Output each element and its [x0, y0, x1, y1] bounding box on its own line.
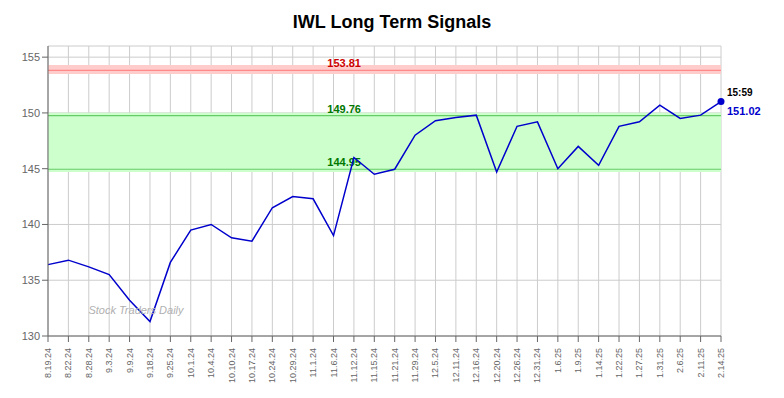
svg-text:9.3.24: 9.3.24	[104, 348, 114, 373]
svg-text:12.31.24: 12.31.24	[532, 348, 542, 383]
svg-text:1.31.25: 1.31.25	[655, 348, 665, 378]
svg-text:9.25.24: 9.25.24	[165, 348, 175, 378]
svg-text:12.11.24: 12.11.24	[451, 348, 461, 382]
svg-text:153.81: 153.81	[327, 57, 361, 69]
svg-text:15:59: 15:59	[727, 87, 753, 98]
svg-text:11.12.24: 11.12.24	[349, 348, 359, 382]
svg-text:12.5.24: 12.5.24	[430, 348, 440, 378]
svg-text:140: 140	[22, 218, 40, 230]
svg-text:8.28.24: 8.28.24	[84, 348, 94, 378]
svg-text:10.17.24: 10.17.24	[247, 348, 257, 383]
html-text:Stock Traders Daily: Stock Traders Daily	[88, 303, 184, 316]
html-text:IWL Long Term Signals: IWL Long Term Signals	[292, 12, 492, 32]
svg-text:8.19.24: 8.19.24	[43, 348, 53, 378]
svg-text:10.29.24: 10.29.24	[288, 348, 298, 383]
svg-text:2.6.25: 2.6.25	[675, 348, 685, 373]
svg-text:150: 150	[22, 107, 40, 119]
svg-text:1.14.25: 1.14.25	[594, 348, 604, 378]
svg-text:12.16.24: 12.16.24	[471, 348, 481, 383]
svg-text:2.14.25: 2.14.25	[716, 348, 726, 378]
svg-text:10.24.24: 10.24.24	[267, 348, 277, 383]
svg-text:11.15.24: 11.15.24	[369, 348, 379, 382]
svg-text:9.9.24: 9.9.24	[125, 348, 135, 373]
svg-text:1.6.25: 1.6.25	[553, 348, 563, 373]
svg-text:10.1.24: 10.1.24	[186, 348, 196, 378]
svg-text:2.11.25: 2.11.25	[696, 348, 706, 377]
svg-text:1.9.25: 1.9.25	[573, 348, 583, 373]
svg-text:145: 145	[22, 163, 40, 175]
svg-text:144.95: 144.95	[327, 156, 361, 168]
svg-text:130: 130	[22, 330, 40, 342]
svg-text:151.02: 151.02	[727, 105, 761, 117]
svg-text:1.22.25: 1.22.25	[614, 348, 624, 378]
svg-text:11.21.24: 11.21.24	[390, 348, 400, 382]
svg-text:149.76: 149.76	[327, 103, 361, 115]
svg-text:10.10.24: 10.10.24	[227, 348, 237, 383]
svg-text:12.20.24: 12.20.24	[492, 348, 502, 383]
svg-text:155: 155	[22, 51, 40, 63]
svg-text:9.18.24: 9.18.24	[145, 348, 155, 378]
svg-text:11.1.24: 11.1.24	[308, 348, 318, 377]
svg-text:11.29.24: 11.29.24	[410, 348, 420, 382]
svg-text:12.26.24: 12.26.24	[512, 348, 522, 383]
svg-text:1.27.25: 1.27.25	[634, 348, 644, 378]
svg-text:135: 135	[22, 274, 40, 286]
svg-text:11.6.24: 11.6.24	[329, 348, 339, 377]
svg-text:8.22.24: 8.22.24	[63, 348, 73, 378]
svg-text:10.4.24: 10.4.24	[206, 348, 216, 378]
